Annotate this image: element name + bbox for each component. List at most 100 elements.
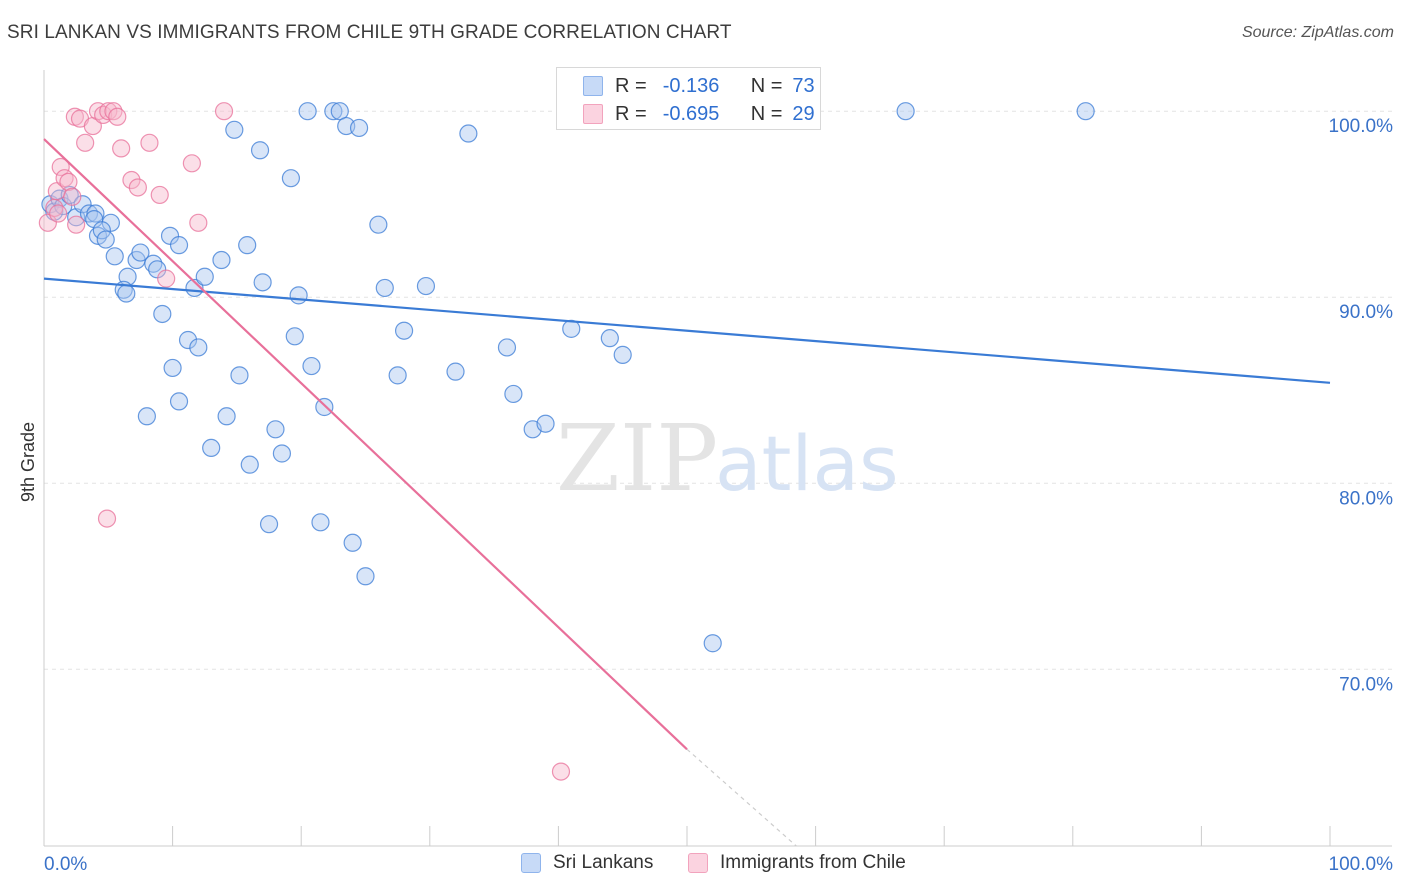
point-sri-lankans <box>217 407 236 426</box>
point-sri-lankans <box>153 304 172 324</box>
legend-item-sri-lankans[interactable]: Sri Lankans <box>521 852 653 874</box>
stats-swatch-chile <box>583 104 603 124</box>
point-sri-lankans <box>1076 102 1095 121</box>
point-sri-lankans <box>259 515 279 534</box>
legend-item-chile[interactable]: Immigrants from Chile <box>688 852 906 874</box>
point-sri-lankans <box>163 358 182 378</box>
point-sri-lankans <box>388 366 407 385</box>
stats-r-label: R = <box>615 74 647 97</box>
point-sri-lankans <box>703 634 722 653</box>
point-sri-lankans <box>169 392 189 411</box>
stats-swatch-sri-lankans <box>583 76 603 96</box>
point-sri-lankans <box>446 362 465 381</box>
point-chile <box>51 157 70 177</box>
stats-r-label: R = <box>615 102 647 125</box>
point-sri-lankans <box>349 118 369 138</box>
point-sri-lankans <box>92 221 111 240</box>
point-chile <box>76 133 95 152</box>
stats-legend-box: R = -0.136 N = 73 R = -0.695 N = 29 <box>556 67 821 130</box>
trend-line-chile <box>43 138 688 751</box>
point-chile <box>49 204 68 223</box>
point-chile <box>128 178 147 197</box>
point-sri-lankans <box>137 407 156 426</box>
point-sri-lankans <box>169 236 189 255</box>
point-sri-lankans <box>343 533 362 552</box>
y-tick-label: 90.0% <box>1339 302 1393 323</box>
point-chile <box>214 102 234 121</box>
x-tick-label-max: 100.0% <box>1329 854 1394 875</box>
axis-labels: 70.0% 80.0% 90.0% 100.0% 0.0% 100.0% 9th Grade <box>18 116 1393 875</box>
point-chile <box>157 269 176 288</box>
point-chile <box>182 154 201 173</box>
point-sri-lankans <box>96 230 115 249</box>
chart-title: SRI LANKAN VS IMMIGRANTS FROM CHILE 9TH … <box>7 22 732 43</box>
legend-swatch-sri-lankans <box>521 853 541 873</box>
point-chile <box>67 215 86 234</box>
stats-n-label: N = <box>750 102 783 125</box>
point-sri-lankans <box>369 215 388 234</box>
point-sri-lankans <box>189 338 208 357</box>
point-sri-lankans <box>394 321 414 340</box>
data-points <box>38 102 1095 781</box>
legend-swatch-chile <box>688 853 708 873</box>
point-sri-lankans <box>536 414 555 433</box>
point-sri-lankans <box>272 444 292 463</box>
y-tick-label: 100.0% <box>1329 116 1394 137</box>
source-credit: Source: ZipAtlas.com <box>1241 24 1394 41</box>
stats-row-sri-lankans: R = -0.136 N = 73 <box>583 72 815 100</box>
point-sri-lankans <box>324 102 343 121</box>
legend: Sri Lankans Immigrants from Chile <box>0 848 1406 880</box>
point-chile <box>99 102 118 121</box>
trend-line-chile-extension <box>686 748 797 847</box>
point-sri-lankans <box>73 195 92 214</box>
point-chile <box>150 185 169 205</box>
point-sri-lankans <box>298 102 317 121</box>
point-sri-lankans <box>311 513 330 532</box>
point-sri-lankans <box>315 397 334 417</box>
point-chile <box>551 762 571 781</box>
point-sri-lankans <box>285 327 304 346</box>
point-chile <box>112 139 131 158</box>
point-chile <box>97 509 117 528</box>
y-axis-title: 9th Grade <box>18 422 38 502</box>
point-sri-lankans <box>613 345 632 364</box>
point-sri-lankans <box>504 384 523 404</box>
stats-n-value: 73 <box>792 74 815 97</box>
point-sri-lankans <box>86 204 105 223</box>
stats-n-value: 29 <box>792 102 815 125</box>
point-sri-lankans <box>281 169 301 188</box>
legend-label-sri-lankans: Sri Lankans <box>553 852 654 873</box>
point-sri-lankans <box>356 567 375 586</box>
point-sri-lankans <box>230 366 249 385</box>
point-sri-lankans <box>250 141 270 160</box>
stats-r-value: -0.695 <box>662 102 720 125</box>
trend-line-sri-lankans <box>43 277 1331 384</box>
point-sri-lankans <box>79 204 99 223</box>
point-sri-lankans <box>896 102 915 121</box>
point-sri-lankans <box>497 338 517 357</box>
stats-r-value: -0.136 <box>662 74 720 97</box>
point-sri-lankans <box>238 236 257 255</box>
legend-label-chile: Immigrants from Chile <box>720 852 906 873</box>
x-tick-label-min: 0.0% <box>44 854 87 875</box>
point-sri-lankans <box>253 273 272 292</box>
y-tick-label: 70.0% <box>1339 674 1393 695</box>
point-sri-lankans <box>131 243 150 262</box>
grid-lines <box>44 110 1392 670</box>
point-sri-lankans <box>416 276 436 296</box>
point-sri-lankans <box>240 455 259 474</box>
stats-row-chile: R = -0.695 N = 29 <box>583 100 815 128</box>
point-sri-lankans <box>117 284 136 303</box>
point-sri-lankans <box>195 267 214 286</box>
point-sri-lankans <box>202 438 221 458</box>
point-sri-lankans <box>212 250 231 270</box>
point-chile <box>108 107 127 126</box>
trend-lines <box>43 138 1331 847</box>
watermark: ZIP atlas <box>556 405 899 512</box>
point-sri-lankans <box>105 247 124 266</box>
point-sri-lankans <box>225 120 244 139</box>
point-chile <box>63 187 82 206</box>
point-sri-lankans <box>600 329 619 348</box>
point-sri-lankans <box>459 124 478 143</box>
